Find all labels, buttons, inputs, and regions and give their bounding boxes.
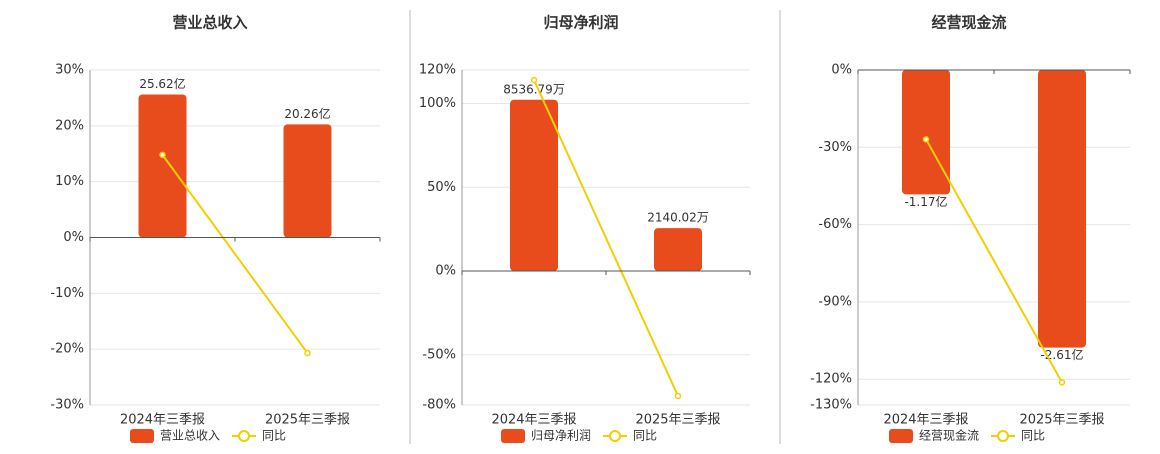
y-tick-label: -20%	[50, 342, 84, 357]
legend-swatch	[130, 429, 154, 443]
y-tick-label: -50%	[422, 347, 456, 362]
x-tick-label: 2024年三季报	[491, 413, 576, 428]
y-tick-label: 20%	[55, 118, 84, 133]
y-tick-label: 0%	[831, 63, 852, 78]
y-tick-label: -120%	[810, 372, 852, 387]
point	[674, 392, 682, 400]
y-tick-label: 120%	[419, 63, 456, 78]
x-tick-label: 2024年三季报	[120, 413, 205, 428]
legend-swatch	[889, 429, 913, 443]
line	[161, 154, 309, 354]
point	[530, 76, 538, 84]
chart-title: 营业总收入	[172, 14, 247, 32]
point	[304, 349, 311, 357]
value-label: 8536.79万	[503, 82, 565, 96]
x-tick-label: 2025年三季报	[635, 413, 720, 428]
x-tick-label: 2024年三季报	[883, 413, 968, 428]
y-tick-label: -30%	[818, 140, 852, 155]
legend-label: 同比	[1021, 429, 1045, 443]
bar	[510, 99, 558, 271]
value-label: 25.62亿	[139, 76, 185, 91]
y-tick-label: 10%	[55, 174, 84, 189]
bar	[902, 70, 950, 195]
y-tick-label: -10%	[50, 286, 84, 301]
y-tick-label: 0%	[63, 230, 84, 245]
legend-swatch	[501, 429, 525, 443]
legend-label: 同比	[633, 429, 657, 443]
bar	[1038, 70, 1086, 348]
chart-title: 归母净利润	[543, 14, 618, 32]
legend-swatch	[238, 430, 250, 442]
chart-title: 经营现金流	[931, 14, 1006, 32]
y-tick-label: 30%	[55, 63, 84, 78]
value-label: 20.26亿	[284, 106, 330, 121]
legend-swatch	[997, 430, 1009, 442]
y-tick-label: -30%	[50, 398, 84, 413]
legend-label: 经营现金流	[919, 428, 979, 443]
y-tick-label: -130%	[810, 398, 852, 413]
bar	[654, 228, 702, 271]
bar	[283, 124, 332, 238]
legend-swatch	[609, 430, 621, 442]
point	[1058, 379, 1066, 386]
y-tick-label: -80%	[422, 398, 456, 413]
value-label: 2140.02万	[647, 211, 709, 225]
bar	[138, 94, 187, 238]
y-tick-label: 100%	[419, 96, 456, 111]
value-label: -2.61亿	[1040, 347, 1083, 362]
x-tick-label: 2025年三季报	[1019, 413, 1104, 428]
y-tick-label: -60%	[818, 217, 852, 232]
y-tick-label: 50%	[427, 180, 456, 195]
line	[533, 79, 679, 397]
value-label: -1.17亿	[904, 194, 947, 209]
line	[925, 138, 1063, 383]
legend-label: 同比	[262, 429, 286, 443]
legend-label: 营业总收入	[160, 429, 220, 443]
y-tick-label: 0%	[435, 264, 456, 279]
x-tick-label: 2025年三季报	[265, 413, 350, 428]
point	[922, 136, 930, 143]
legend-label: 归母净利润	[531, 429, 591, 443]
y-tick-label: -90%	[818, 294, 852, 309]
point	[159, 151, 166, 159]
